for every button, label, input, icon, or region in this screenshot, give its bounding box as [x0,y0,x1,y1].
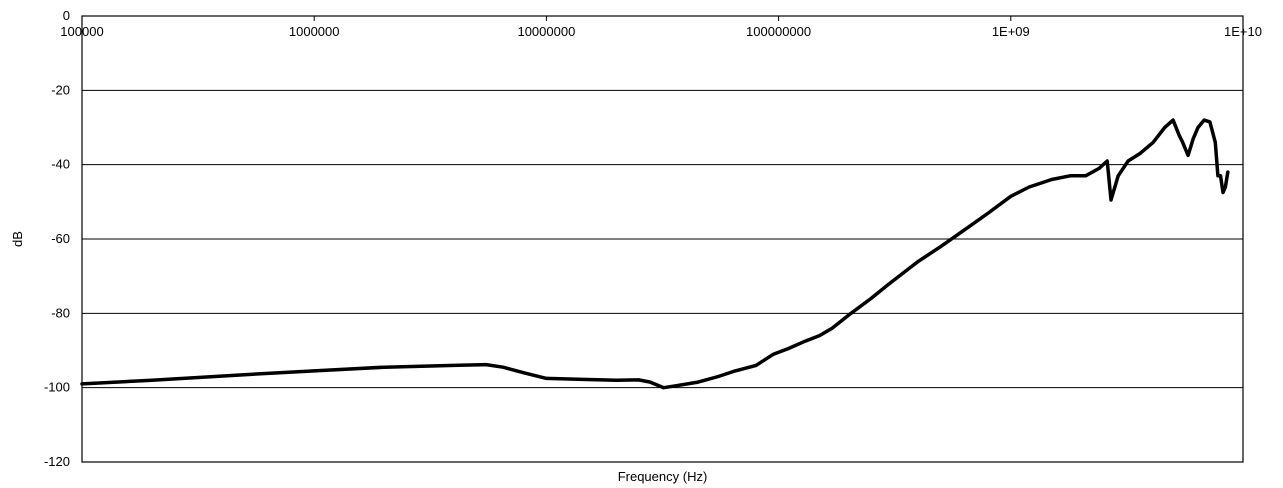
x-tick-label: 1000000 [289,24,340,39]
y-axis: 0 -20 -40 -60 -80 -100 -120 [44,8,70,469]
y-tick-label: -60 [51,231,70,246]
gridlines [82,89,1243,389]
y-tick-label: 0 [63,8,70,23]
x-tick-label: 1E+10 [1224,24,1262,39]
y-tick-label: -120 [44,454,70,469]
x-axis-title: Frequency (Hz) [618,469,708,484]
y-tick-label: -80 [51,305,70,320]
plot-area [81,15,1244,463]
y-tick-label: -40 [51,157,70,172]
x-tick-label: 100000 [60,24,103,39]
y-tick-label: -100 [44,380,70,395]
x-tick-label: 1E+09 [992,24,1030,39]
x-axis: 100000 1000000 10000000 100000000 1E+09 1E+10 [60,16,1262,39]
series-line [80,118,1230,390]
x-tick-label: 10000000 [517,24,575,39]
y-tick-label: -20 [51,82,70,97]
y-axis-title: dB [10,231,25,247]
x-tick-label: 100000000 [746,24,811,39]
